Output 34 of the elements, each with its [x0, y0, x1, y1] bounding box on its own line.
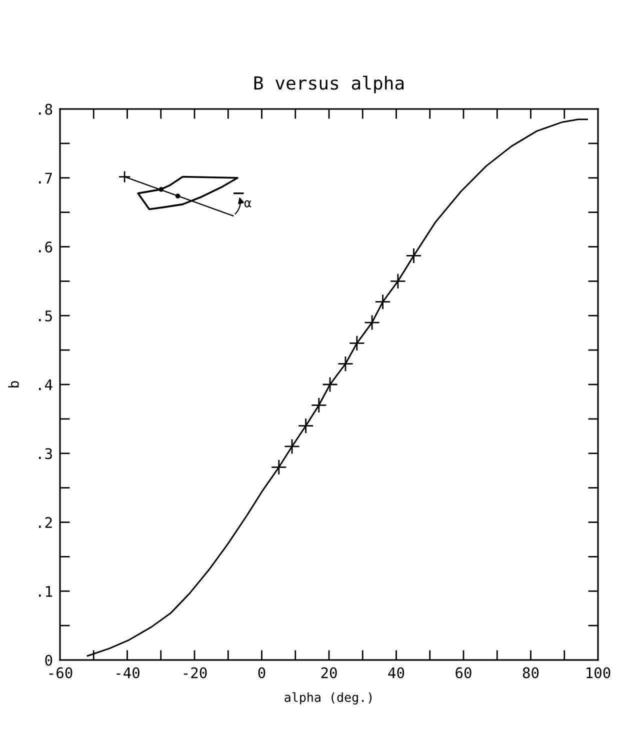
line-series — [86, 118, 588, 657]
point — [298, 418, 314, 434]
y-tick-label: .5 — [38, 310, 52, 322]
point — [270, 459, 287, 476]
y-tick-label: 0 — [45, 654, 52, 666]
y-tick-label: .2 — [38, 517, 52, 528]
point — [310, 397, 327, 414]
y-tick-label: .6 — [38, 242, 52, 253]
x-tick-label: -20 — [184, 667, 207, 678]
x-tick-label: 40 — [388, 667, 404, 678]
point — [406, 248, 422, 264]
annotation: α — [244, 200, 252, 208]
y-tick-label: .8 — [38, 104, 52, 115]
x-tick-label: 60 — [456, 667, 472, 678]
point — [322, 376, 338, 392]
y-axis-title: b — [8, 381, 19, 388]
chart-title: B versus alpha — [254, 76, 404, 94]
point — [284, 438, 300, 454]
point — [348, 335, 365, 352]
point — [364, 314, 380, 330]
x-tick-label: -60 — [49, 667, 72, 678]
point — [390, 273, 406, 290]
y-tick-label: .3 — [38, 448, 52, 460]
y-tick-label: .4 — [38, 379, 52, 390]
x-axis-title: alpha (deg.) — [284, 692, 372, 704]
y-tick-label: .1 — [38, 586, 52, 597]
x-tick-label: 20 — [321, 667, 337, 678]
x-tick-label: -40 — [116, 667, 140, 678]
point — [374, 294, 391, 310]
x-tick-label: 0 — [258, 667, 266, 678]
point — [338, 356, 354, 372]
x-tick-label: 80 — [522, 667, 539, 678]
y-tick-label: .7 — [38, 172, 52, 184]
x-tick-label: 100 — [586, 667, 610, 678]
